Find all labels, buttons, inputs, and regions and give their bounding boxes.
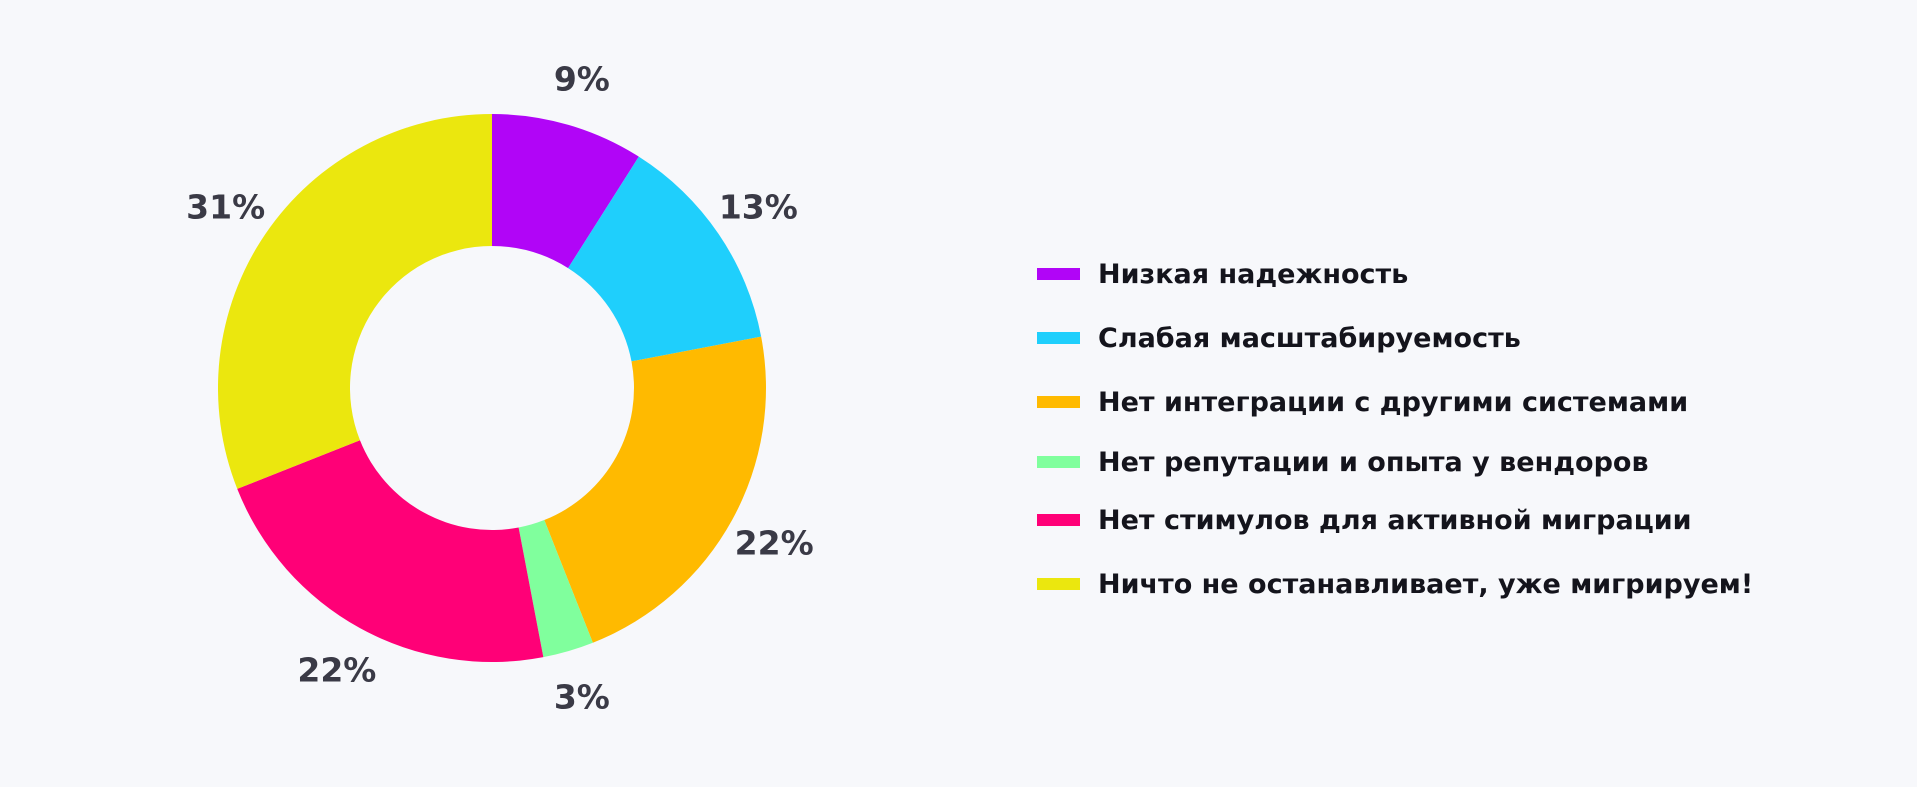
- legend-swatch: [1037, 456, 1080, 468]
- legend-label: Нет стимулов для активной миграции: [1098, 504, 1692, 536]
- legend-item: Нет стимулов для активной миграции: [1037, 504, 1753, 536]
- legend-swatch: [1037, 268, 1080, 280]
- donut-slice: [568, 156, 762, 362]
- legend-label: Слабая масштабируемость: [1098, 322, 1521, 354]
- donut-slice: [544, 336, 766, 643]
- legend-label: Нет репутации и опыта у вендоров: [1098, 446, 1649, 478]
- legend-item: Слабая масштабируемость: [1037, 322, 1753, 354]
- legend-item: Нет репутации и опыта у вендоров: [1037, 446, 1753, 478]
- slice-value-label: 22%: [735, 524, 814, 563]
- donut-slice: [237, 440, 544, 662]
- legend-item: Низкая надежность: [1037, 258, 1753, 290]
- legend-swatch: [1037, 514, 1080, 526]
- legend-label: Низкая надежность: [1098, 258, 1409, 290]
- donut-value-labels: 9% 13% 22% 3% 22% 31%: [186, 59, 813, 716]
- slice-value-label: 9%: [554, 59, 610, 98]
- legend-swatch: [1037, 578, 1080, 590]
- legend-item: Ничто не останавливает, уже мигрируем!: [1037, 568, 1753, 600]
- legend-swatch: [1037, 332, 1080, 344]
- slice-value-label: 31%: [186, 188, 265, 227]
- slice-value-label: 22%: [297, 651, 376, 690]
- legend-label: Нет интеграции с другими системами: [1098, 386, 1689, 418]
- slice-value-label: 13%: [719, 188, 798, 227]
- donut-slice: [492, 114, 639, 269]
- legend-label: Ничто не останавливает, уже мигрируем!: [1098, 568, 1754, 600]
- donut-slice: [218, 114, 493, 489]
- donut-slice: [518, 520, 593, 658]
- legend-item: Нет интеграции с другими системами: [1037, 386, 1753, 418]
- legend: Низкая надежность Слабая масштабируемост…: [1037, 258, 1753, 632]
- legend-swatch: [1037, 396, 1080, 408]
- slice-value-label: 3%: [554, 678, 610, 717]
- donut-slices: [218, 114, 766, 662]
